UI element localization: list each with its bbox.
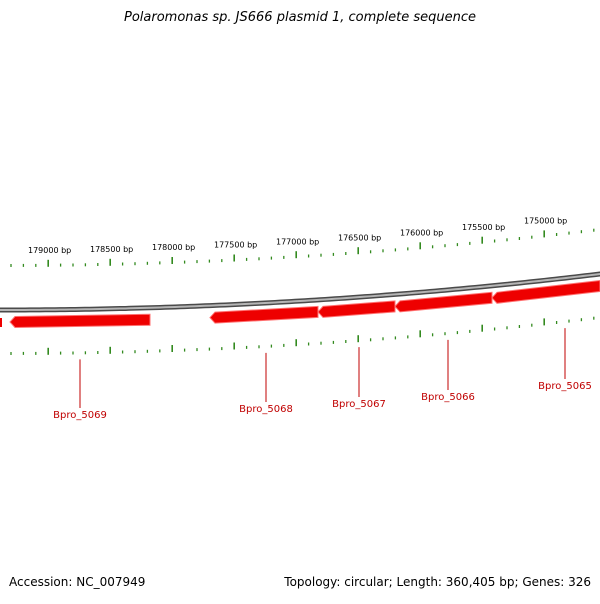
gene-label: Bpro_5065 — [538, 381, 592, 392]
sequence-summary: Topology: circular; Length: 360,405 bp; … — [284, 575, 591, 589]
gene-arrow — [317, 300, 396, 318]
map-title: Polaromonas sp. JS666 plasmid 1, complet… — [123, 10, 476, 25]
backbone-highlight — [0, 272, 600, 311]
gene-arrow — [209, 305, 319, 324]
gene-label: Bpro_5068 — [239, 404, 293, 415]
accession-label: Accession: NC_007949 — [9, 575, 146, 589]
bp-label: 178500 bp — [90, 245, 133, 254]
plasmid-backbone — [0, 271, 600, 313]
gene-arrows — [0, 279, 600, 329]
bp-label: 176000 bp — [400, 229, 443, 238]
gene-arrow-partial — [0, 318, 2, 327]
gene-arrow — [491, 279, 600, 304]
gene-arrow — [9, 313, 151, 329]
bp-label: 175000 bp — [524, 217, 567, 226]
bp-scale-labels: 179000 bp 178500 bp 178000 bp 177500 bp 1770… — [28, 217, 567, 255]
bp-label: 179000 bp — [28, 246, 71, 255]
bp-label: 176500 bp — [338, 233, 381, 242]
bp-label: 178000 bp — [152, 243, 195, 252]
upper-scale-ticks — [10, 228, 595, 267]
lower-scale-ticks — [10, 316, 595, 355]
gene-label: Bpro_5067 — [332, 399, 386, 410]
bp-label: 177000 bp — [276, 237, 319, 246]
gene-labels: Bpro_5069 Bpro_5068 Bpro_5067 Bpro_5066 Bpro… — [53, 328, 592, 421]
bp-label: 175500 bp — [462, 223, 505, 232]
gene-label: Bpro_5069 — [53, 410, 107, 421]
gene-label: Bpro_5066 — [421, 392, 475, 403]
bp-label: 177500 bp — [214, 241, 257, 250]
